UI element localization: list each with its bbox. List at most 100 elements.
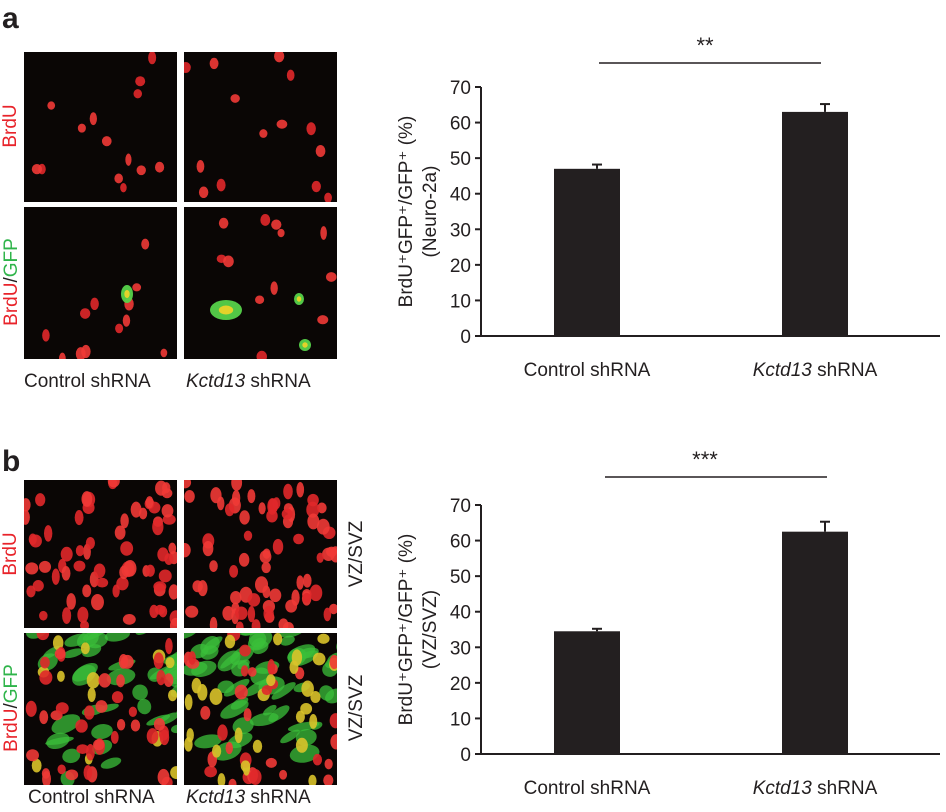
nucleus (112, 584, 120, 598)
nucleus (158, 605, 168, 618)
nucleus (312, 753, 323, 766)
nucleus (145, 496, 154, 509)
nucleus (165, 637, 173, 655)
nucleus (286, 69, 295, 81)
nucleus (309, 584, 323, 602)
nucleus (324, 192, 332, 202)
nucleus (73, 560, 86, 572)
nucleus (122, 614, 136, 625)
micrograph-background (24, 52, 177, 202)
nucleus (317, 315, 329, 325)
nucleus (259, 550, 272, 564)
nucleus (55, 702, 69, 715)
nucleus (302, 342, 308, 348)
nucleus (146, 728, 159, 744)
nucleus (270, 281, 278, 295)
x-tick-label: Kctd13 shRNA (753, 778, 878, 799)
panel-letter-a: a (2, 2, 19, 35)
significance-stars: *** (692, 447, 718, 472)
bar (782, 531, 848, 754)
nucleus (281, 508, 293, 520)
nucleus (31, 163, 43, 175)
y-tick-label: 0 (460, 745, 471, 766)
nucleus (128, 706, 137, 718)
nucleus (309, 713, 318, 729)
nucleus (25, 562, 39, 575)
nucleus (295, 710, 305, 723)
gfp-cell (271, 682, 296, 700)
nucleus (40, 656, 50, 669)
nucleus (295, 737, 308, 753)
gfp-cell (249, 712, 279, 727)
nucleus (209, 688, 223, 706)
nucleus (25, 700, 37, 717)
y-tick-label: 20 (450, 674, 471, 695)
image-col-label-a-kctd13: Kctd13 shRNA (186, 371, 311, 392)
y-tick-label: 30 (450, 638, 471, 659)
nucleus (136, 165, 146, 176)
nucleus (279, 769, 288, 780)
nucleus (87, 687, 96, 703)
y-tick-label: 60 (450, 532, 471, 553)
nucleus (217, 496, 225, 511)
nucleus (184, 61, 191, 73)
nucleus (218, 217, 229, 229)
gfp-cell (194, 734, 222, 749)
nucleus (247, 489, 256, 504)
nucleus (247, 667, 257, 677)
nucleus (261, 562, 271, 574)
nucleus (111, 691, 124, 704)
nucleus (234, 684, 248, 700)
nucleus (152, 518, 164, 536)
nucleus (255, 295, 265, 304)
nucleus (239, 510, 250, 525)
nucleus (192, 580, 203, 593)
nucleus (153, 652, 164, 670)
nucleus (80, 642, 90, 655)
nucleus (296, 481, 305, 498)
nucleus (24, 509, 30, 525)
gfp-cell (248, 633, 267, 648)
gfp-cell (62, 748, 81, 764)
nucleus (272, 538, 284, 555)
y-axis-sublabel: (Neuro-2a) (420, 166, 441, 258)
nucleus (323, 607, 332, 622)
nucleus (80, 620, 90, 628)
nucleus (65, 769, 79, 781)
nucleus (132, 283, 142, 292)
gfp-cell (45, 736, 74, 746)
nucleus (231, 489, 241, 507)
nucleus (276, 119, 288, 129)
nucleus (81, 491, 93, 507)
nucleus (148, 52, 157, 65)
nucleus (317, 633, 330, 644)
nucleus (115, 323, 124, 334)
nucleus (41, 768, 51, 779)
nucleus (116, 718, 126, 731)
nucleus (217, 773, 226, 785)
nucleus (184, 489, 195, 503)
nucleus (259, 129, 268, 138)
nucleus (163, 673, 174, 688)
nucleus (168, 689, 177, 702)
nucleus (114, 525, 126, 540)
nucleus (311, 180, 321, 193)
bar (554, 168, 620, 336)
nucleus (224, 503, 235, 517)
nucleus (153, 581, 167, 592)
nucleus (300, 702, 313, 715)
y-tick-label: 70 (450, 78, 471, 99)
nucleus (95, 700, 108, 713)
nucleus (266, 674, 276, 687)
nucleus (217, 724, 228, 741)
nucleus (258, 502, 266, 515)
nucleus (145, 564, 155, 577)
nucleus (61, 566, 71, 581)
nucleus (62, 607, 72, 624)
nucleus (26, 749, 39, 762)
micrograph-background (184, 207, 337, 359)
nucleus (329, 603, 337, 615)
nucleus (249, 769, 262, 785)
significance-stars: ** (696, 33, 714, 58)
